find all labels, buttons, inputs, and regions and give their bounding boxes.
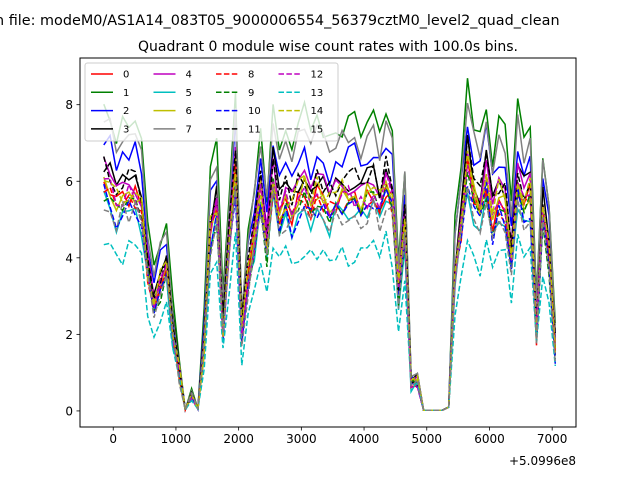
x-tick-label: 5000 — [411, 432, 442, 446]
x-axis: 0 1000 2000 3000 4000 5000 6000 7000 — [109, 427, 567, 446]
legend-label-13: 13 — [311, 88, 324, 99]
y-tick-label: 8 — [65, 98, 73, 112]
series-line-14 — [103, 150, 557, 413]
series-line-15 — [103, 185, 557, 413]
x-tick-label: 2000 — [223, 432, 254, 446]
y-axis: 0 2 4 6 8 — [65, 98, 80, 418]
legend-label-10: 10 — [248, 106, 261, 117]
y-tick-label: 4 — [65, 251, 73, 265]
legend-label-3: 3 — [123, 124, 129, 135]
legend-label-8: 8 — [248, 70, 254, 81]
legend-label-14: 14 — [311, 106, 324, 117]
legend-label-12: 12 — [311, 70, 324, 81]
chart-title: Quadrant 0 module wise count rates with … — [138, 39, 518, 55]
x-tick-label: 4000 — [349, 432, 380, 446]
x-tick-label: 6000 — [474, 432, 505, 446]
legend-box — [84, 62, 339, 142]
legend-label-5: 5 — [186, 88, 192, 99]
series-line-11 — [103, 135, 557, 411]
x-tick-label: 3000 — [286, 432, 317, 446]
y-tick-label: 2 — [65, 328, 73, 342]
plot-lines — [103, 78, 557, 413]
y-tick-label: 0 — [65, 404, 73, 418]
legend-label-4: 4 — [186, 70, 192, 81]
y-tick-label: 6 — [65, 175, 73, 189]
legend-label-2: 2 — [123, 106, 129, 117]
legend-label-15: 15 — [311, 124, 324, 135]
x-tick-label: 0 — [109, 432, 117, 446]
x-tick-label: 1000 — [161, 432, 192, 446]
x-offset-label: +5.0996e8 — [509, 454, 576, 468]
legend-label-11: 11 — [248, 124, 261, 135]
figure-suptitle: n file: modeM0/AS1A14_083T05_9000006554_… — [0, 13, 560, 29]
legend-label-6: 6 — [186, 106, 192, 117]
legend-label-7: 7 — [186, 124, 192, 135]
axes-frame — [79, 57, 577, 428]
legend-label-1: 1 — [123, 88, 129, 99]
legend-label-9: 9 — [248, 88, 254, 99]
legend-label-0: 0 — [123, 70, 129, 81]
series-line-13 — [103, 230, 557, 412]
x-tick-label: 7000 — [537, 432, 568, 446]
